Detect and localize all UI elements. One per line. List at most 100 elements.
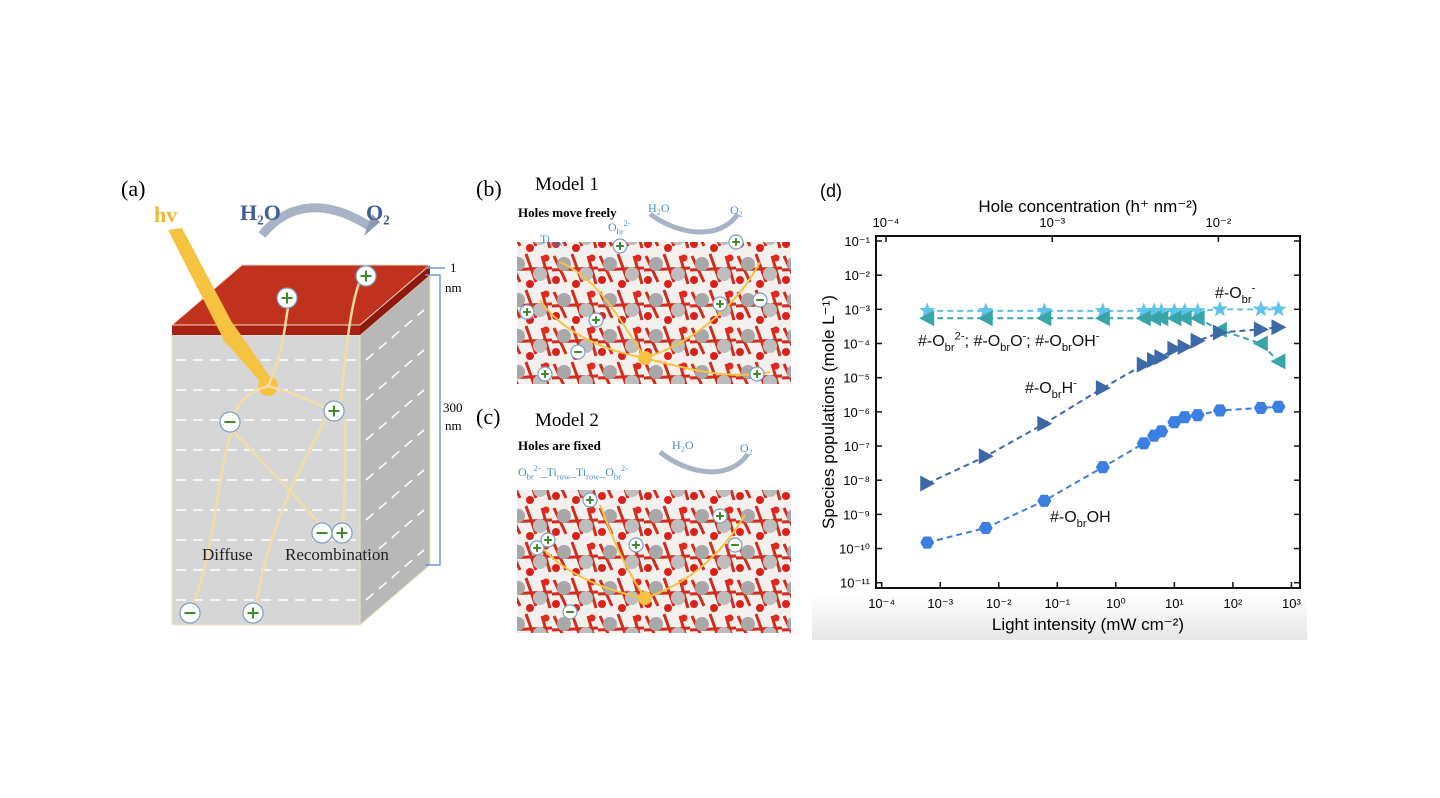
marker bbox=[977, 310, 993, 327]
marker bbox=[1037, 415, 1053, 432]
y-tick-label: 10⁻⁵ bbox=[843, 371, 870, 386]
text-part: br bbox=[945, 342, 955, 354]
marker bbox=[1166, 310, 1182, 327]
x2-tick-label: 10⁻⁴ bbox=[873, 215, 900, 230]
oxygen-label: O₂ bbox=[740, 441, 753, 455]
oxygen-label: O₂ bbox=[366, 200, 390, 225]
series-label: #-ObrH- bbox=[1025, 378, 1077, 401]
text-part: br bbox=[1000, 342, 1010, 354]
hole-icon bbox=[242, 602, 264, 624]
marker bbox=[1176, 310, 1192, 327]
text-part: _Ti bbox=[540, 465, 558, 479]
marker bbox=[1270, 300, 1287, 317]
text-part: - bbox=[1252, 283, 1256, 295]
hole-origin bbox=[638, 591, 652, 605]
hole-icon bbox=[331, 522, 353, 544]
text-part: #-O bbox=[1050, 509, 1077, 526]
surface-front bbox=[172, 325, 360, 335]
panel-label: (b) bbox=[476, 176, 502, 201]
marker bbox=[1036, 302, 1053, 318]
electron-icon bbox=[752, 292, 768, 308]
marker bbox=[1190, 332, 1206, 349]
depth-unit: nm bbox=[445, 418, 462, 433]
oxygen-label: O₂ bbox=[730, 203, 743, 217]
x-tick-label: 10³ bbox=[1282, 596, 1301, 611]
depth-bracket bbox=[425, 274, 441, 566]
marker bbox=[1271, 400, 1286, 413]
x2-axis-title: Hole concentration (h⁺ nm⁻²) bbox=[978, 197, 1197, 216]
text-part: br bbox=[1077, 518, 1087, 530]
hole-icon bbox=[323, 400, 345, 422]
reaction-arrow bbox=[258, 203, 375, 238]
site-label: Tirow bbox=[540, 232, 564, 249]
text-part: - bbox=[1073, 378, 1077, 390]
marker bbox=[1135, 302, 1152, 318]
text-part: _O bbox=[598, 465, 614, 479]
marker bbox=[1271, 319, 1287, 336]
reaction-arrow bbox=[648, 211, 741, 235]
marker bbox=[919, 310, 935, 327]
marker bbox=[978, 521, 993, 535]
marker bbox=[1252, 335, 1268, 352]
text-part: #-O bbox=[1025, 380, 1052, 397]
marker bbox=[1037, 494, 1052, 507]
marker bbox=[1252, 300, 1269, 317]
light-bolt bbox=[168, 228, 272, 386]
marker bbox=[1145, 302, 1163, 318]
text-part: #-O bbox=[918, 333, 945, 350]
panel-label: (d) bbox=[820, 181, 842, 201]
x2-tick-label: 10⁻² bbox=[1206, 215, 1232, 230]
panel-b: (b) Model 1 Holes move freely H₂O O₂ Tir… bbox=[476, 174, 791, 384]
text-part: 2- bbox=[624, 219, 631, 228]
marker bbox=[978, 448, 994, 465]
marker bbox=[920, 475, 936, 492]
text-part: br bbox=[1052, 389, 1062, 401]
electron-icon bbox=[562, 604, 578, 620]
marker bbox=[1153, 302, 1170, 318]
marker bbox=[1253, 321, 1269, 338]
hole-icon bbox=[355, 265, 377, 287]
marker bbox=[1253, 401, 1268, 415]
series-label: #-Obr2-; #-ObrO-; #-ObrOH- bbox=[918, 331, 1100, 354]
marker bbox=[1135, 310, 1151, 327]
carrier-paths bbox=[188, 275, 364, 611]
panel-label: (a) bbox=[121, 176, 145, 201]
marker bbox=[1153, 310, 1169, 327]
x-tick-label: 10⁻³ bbox=[927, 596, 953, 611]
text-part: OH bbox=[1072, 333, 1096, 350]
y-tick-label: 10⁻¹¹ bbox=[840, 576, 871, 591]
series-label: #-ObrOH bbox=[1050, 509, 1111, 530]
x-tick-label: 10⁰ bbox=[1106, 596, 1126, 611]
photon-label: hv bbox=[154, 202, 177, 227]
marker bbox=[1036, 310, 1052, 327]
site-label: Obr2- bbox=[608, 219, 631, 236]
y-tick-label: 10⁻⁶ bbox=[843, 405, 870, 420]
text-part: Ti bbox=[540, 232, 551, 246]
text-part: br bbox=[1242, 294, 1252, 306]
x-axis-title: Light intensity (mW cm⁻²) bbox=[992, 615, 1184, 634]
panel-label: (c) bbox=[476, 404, 500, 429]
water-label: H₂O bbox=[240, 200, 281, 225]
y-tick-label: 10⁻⁹ bbox=[843, 507, 870, 522]
thickness-unit: nm bbox=[445, 280, 462, 295]
hole-icon bbox=[749, 366, 765, 382]
hole-icon bbox=[712, 508, 728, 524]
y-axis-title: Species populations (mole L⁻¹) bbox=[819, 295, 838, 529]
marker bbox=[1270, 353, 1286, 370]
text-part: _Ti bbox=[569, 465, 587, 479]
text-part: row bbox=[550, 240, 564, 249]
panel-d: 10⁻⁴ 10⁻³ 10⁻² 10⁻¹ 10⁰ 10¹ 10² 10³ 10⁻⁴ 10⁻³ 10⁻²… bbox=[819, 181, 1302, 634]
y-tick-label: 10⁻² bbox=[844, 268, 870, 283]
marker bbox=[1154, 349, 1170, 366]
hole-origin bbox=[638, 351, 652, 365]
text-part: OH bbox=[1087, 509, 1111, 526]
electron-icon bbox=[311, 522, 333, 544]
marker bbox=[919, 302, 936, 318]
text-part: - bbox=[1023, 331, 1027, 343]
text-part: H bbox=[1062, 380, 1074, 397]
electron-icon bbox=[219, 411, 241, 433]
x-tick-label: 10⁻⁴ bbox=[868, 596, 895, 611]
text-part: O bbox=[608, 220, 617, 234]
text-part: - bbox=[1096, 331, 1100, 343]
x-tick-label: 10⁻² bbox=[986, 596, 1012, 611]
